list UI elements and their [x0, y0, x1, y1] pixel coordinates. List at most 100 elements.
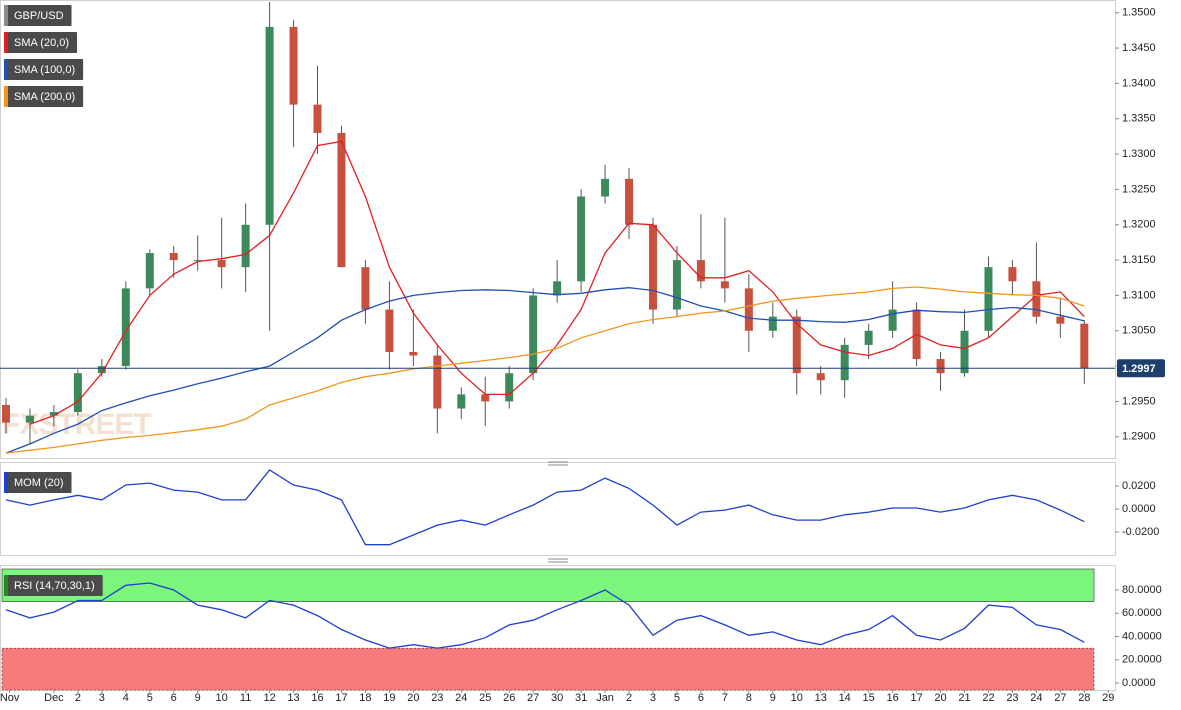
y-tick-label: 0.0200 [1122, 480, 1156, 492]
x-tick-label: 5 [674, 692, 680, 704]
x-tick-label: 2 [75, 692, 81, 704]
candle-body [217, 260, 226, 268]
x-tick-label: 24 [1030, 692, 1042, 704]
legend-item[interactable]: SMA (20,0) [4, 32, 78, 53]
candle-body [433, 355, 442, 409]
candle-body [169, 253, 178, 261]
main-panel [0, 0, 1116, 459]
candle-body [1056, 316, 1065, 324]
candle-body [1008, 267, 1017, 282]
x-tick-label: 3 [99, 692, 105, 704]
x-tick-label: 9 [770, 692, 776, 704]
candle-body [241, 224, 250, 268]
legend-box [4, 5, 72, 26]
resize-handle[interactable] [548, 461, 568, 466]
x-tick-label: 17 [335, 692, 347, 704]
candle-body [984, 267, 993, 331]
legend-item[interactable]: SMA (100,0) [4, 59, 84, 80]
candle-body [816, 373, 825, 381]
last-price-box [1117, 359, 1165, 378]
candle-body [696, 260, 705, 282]
candle-body [289, 26, 298, 105]
legend-swatch [4, 32, 8, 53]
x-tick-label: 23 [1006, 692, 1018, 704]
candle-body [481, 394, 490, 402]
y-tick-label: 1.3400 [1122, 77, 1156, 89]
candle-body [1, 404, 10, 423]
x-tick-label: Jan [596, 692, 614, 704]
y-tick-label: 1.3050 [1122, 325, 1156, 337]
mom-panel [0, 462, 1116, 556]
legend-box [4, 59, 84, 80]
y-tick-label: 1.3150 [1122, 254, 1156, 266]
candle-body [529, 295, 538, 374]
candle-body [553, 281, 562, 296]
legend-item[interactable]: SMA (200,0) [4, 86, 84, 107]
legend-label: SMA (20,0) [14, 37, 69, 49]
candle-body [385, 309, 394, 352]
legend-box [4, 86, 84, 107]
x-tick-label: 12 [263, 692, 275, 704]
y-tick-label: 1.2950 [1122, 395, 1156, 407]
y-tick-label: 0.0000 [1122, 677, 1156, 689]
legend-swatch [4, 472, 8, 493]
x-tick-label: 20 [934, 692, 946, 704]
candle-body [672, 260, 681, 310]
x-tick-label: 6 [171, 692, 177, 704]
candle-body [625, 178, 634, 225]
x-tick-label: 16 [311, 692, 323, 704]
x-tick-label: 17 [910, 692, 922, 704]
x-tick-label: 20 [407, 692, 419, 704]
candle-body [720, 281, 729, 289]
x-tick-label: 22 [982, 692, 994, 704]
x-tick-label: 23 [431, 692, 443, 704]
x-tick-label: 7 [722, 692, 728, 704]
series-line [5, 469, 1085, 546]
x-tick-label: 27 [1054, 692, 1066, 704]
candle-body [744, 288, 753, 331]
legend-swatch [4, 575, 8, 596]
y-tick-label: 1.3200 [1122, 219, 1156, 231]
resize-handle[interactable] [548, 558, 568, 563]
candle-body [193, 260, 202, 262]
y-tick-label: 1.2900 [1122, 431, 1156, 443]
x-tick-label: 29 [1102, 692, 1114, 704]
x-tick-label: 14 [839, 692, 851, 704]
y-tick-label: 1.3250 [1122, 183, 1156, 195]
candle-body [457, 394, 466, 409]
x-tick-label: 18 [359, 692, 371, 704]
x-tick-label: 9 [195, 692, 201, 704]
candle-body [1032, 281, 1041, 317]
y-tick-label: 20.0000 [1122, 654, 1162, 666]
candle-body [840, 344, 849, 381]
candle-body [577, 196, 586, 282]
candle-body [409, 351, 418, 356]
candle-body [960, 330, 969, 374]
legend-box [4, 575, 103, 596]
x-tick-label: 2 [626, 692, 632, 704]
x-tick-label: Dec [44, 692, 64, 704]
series-line [5, 286, 1085, 454]
y-tick-label: 60.0000 [1122, 607, 1162, 619]
candle-body [648, 224, 657, 310]
y-tick-label: -0.0200 [1122, 526, 1159, 538]
x-tick-label: 10 [216, 692, 228, 704]
legend-item[interactable]: RSI (14,70,30,1) [4, 575, 103, 596]
x-tick-label: 15 [863, 692, 875, 704]
legend-swatch [4, 59, 8, 80]
candle-body [936, 359, 945, 374]
y-tick-label: 1.3350 [1122, 113, 1156, 125]
y-tick-label: 0.0000 [1122, 503, 1156, 515]
x-tick-label: Nov [0, 692, 20, 704]
x-tick-label: 24 [455, 692, 467, 704]
candle-body [97, 366, 106, 374]
x-tick-label: 5 [147, 692, 153, 704]
x-tick-label: 27 [527, 692, 539, 704]
x-tick-label: 13 [287, 692, 299, 704]
legend-item[interactable]: MOM (20) [4, 472, 72, 493]
y-tick-label: 1.3100 [1122, 289, 1156, 301]
series-line [5, 582, 1085, 649]
legend-box [4, 472, 72, 493]
overbought-band [1, 568, 1095, 602]
